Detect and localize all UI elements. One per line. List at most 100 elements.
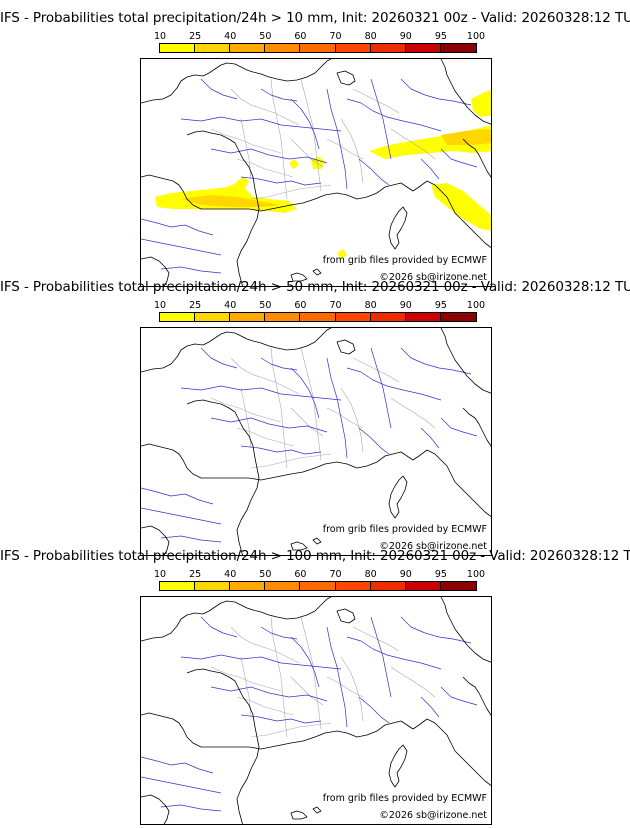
river [290,367,320,419]
source-credit: from grib files provided by ECMWF [322,793,487,804]
river [400,347,472,375]
admin-border [230,626,300,664]
admin-border [290,407,324,437]
coastline [141,256,170,286]
precip-area-high [441,129,491,145]
copyright: ©2026 sb@irizone.net [379,272,487,283]
colorbar-segment [195,44,231,52]
colorbar-tick-label: 90 [399,569,412,580]
admin-border [210,397,282,423]
map-drawing [141,59,491,286]
colorbar-segment [300,582,336,590]
river [346,367,442,401]
map-panel-100mm: IFS - Probabilities total precipitation/… [0,548,630,825]
coastline [290,810,308,820]
river [346,98,442,132]
river [200,616,238,638]
copyright: ©2026 sb@irizone.net [379,810,487,821]
coastline [141,794,170,824]
colorbar-segment [265,44,301,52]
map-panel-50mm: IFS - Probabilities total precipitation/… [0,279,630,556]
coastline [186,399,260,555]
admin-border [340,118,364,184]
colorbar-tick-label: 10 [153,31,167,42]
river [210,417,328,433]
admin-border [236,427,294,447]
precipitation-map: from grib files provided by ECMWF ©2026 … [140,58,492,287]
colorbar-segment [265,313,301,321]
river [400,78,472,106]
river [240,445,322,455]
colorbar-tick-label: 25 [189,569,202,580]
colorbar-tick-label: 60 [294,300,307,311]
copyright: ©2026 sb@irizone.net [379,541,487,552]
river [240,176,322,186]
colorbar-segment [405,313,441,321]
coastline [141,712,249,748]
colorbar-tick-label: 40 [224,569,237,580]
source-credit: from grib files provided by ECMWF [322,255,487,266]
admin-border [270,347,288,469]
colorbar-segment [160,313,196,321]
precip-area-low [337,249,347,259]
river [141,487,214,505]
colorbar-segment [405,44,441,52]
coastline [336,70,356,86]
river [358,427,390,455]
coastline [141,525,170,555]
admin-border [352,88,400,114]
admin-border [250,184,332,200]
coastline [312,268,322,276]
river [370,78,392,160]
colorbar [159,581,477,591]
river [326,357,348,459]
river [141,238,222,256]
river [141,776,222,794]
admin-border [352,626,400,652]
colorbar-tick-label: 70 [329,31,342,42]
coastline [312,806,322,814]
colorbar-tick-labels: 10 25 40 50 60 70 80 90 95 100 [154,300,485,311]
precipitation-map: from grib files provided by ECMWF ©2026 … [140,596,492,825]
colorbar-segment [230,313,266,321]
coastline [440,59,491,125]
admin-border [300,78,322,192]
admin-border [290,676,324,706]
colorbar-tick-label: 60 [294,569,307,580]
river [370,616,392,698]
colorbar-tick-label: 25 [189,31,202,42]
river [141,756,214,774]
colorbar-tick-label: 95 [434,300,447,311]
colorbar-tick-label: 50 [259,31,272,42]
coastline [312,537,322,545]
admin-border [210,128,282,154]
precipitation-map: from grib files provided by ECMWF ©2026 … [140,327,492,556]
colorbar-tick-label: 25 [189,300,202,311]
colorbar-segment [300,44,336,52]
colorbar-tick-label: 100 [466,31,486,42]
coastline [336,339,356,355]
panel-title: IFS - Probabilities total precipitation/… [0,279,630,295]
admin-border [230,357,300,395]
colorbar-tick-label: 10 [153,300,167,311]
colorbar-tick-label: 90 [399,300,412,311]
river [290,98,320,150]
admin-border [390,666,436,698]
admin-border [326,138,364,160]
colorbar-segment [160,582,196,590]
admin-border [340,656,364,722]
coastline [248,180,428,212]
precip-area-high [181,195,281,207]
colorbar-tick-label: 50 [259,300,272,311]
precip-area-low [289,159,299,169]
map-drawing [141,597,491,824]
colorbar-segment [195,313,231,321]
coastline [388,744,408,788]
panel-title: IFS - Probabilities total precipitation/… [0,10,630,26]
river [326,88,348,190]
river [200,347,238,369]
coastline [186,130,260,286]
coastline [462,407,491,447]
colorbar-tick-label: 100 [466,569,486,580]
colorbar-tick-label: 10 [153,569,167,580]
